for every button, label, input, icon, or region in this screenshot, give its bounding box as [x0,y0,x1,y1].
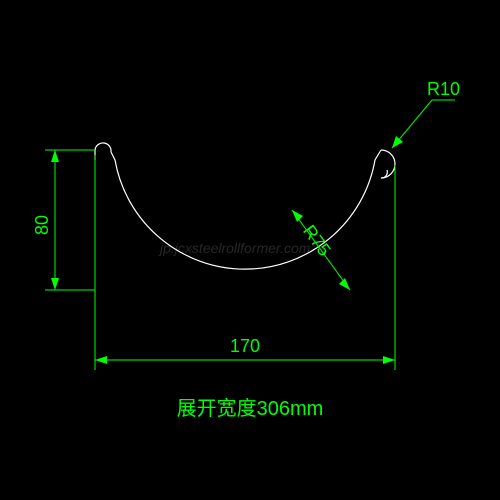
dim-height-value: 80 [32,215,52,235]
dimension-height: 80 [32,150,95,290]
dim-r10-value: R10 [427,79,460,99]
dim-width-value: 170 [230,336,260,356]
profile-shape [95,143,395,269]
dimension-r75: R75 [292,210,350,290]
dimension-r10: R10 [392,79,460,148]
dimension-width: 170 [95,155,395,370]
flat-width-annotation: 展开宽度306mm [177,397,324,420]
drawing-canvas: jp.jcxsteelrollformer.com 80 [0,0,500,500]
cad-svg: 80 170 R75 R10 展开宽度306mm [0,0,500,500]
